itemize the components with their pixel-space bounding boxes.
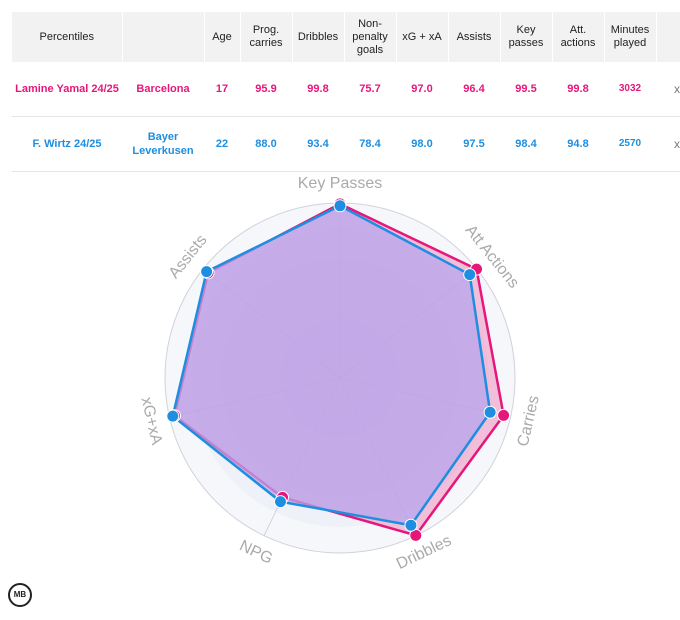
age-value: 22 [204,116,240,172]
header-xg-xa[interactable]: xG + xA [396,12,449,62]
key-passes-value: 99.5 [500,62,552,117]
remove-row-button[interactable]: x [656,116,680,172]
table-header-row: Percentiles Age Prog. carries Dribbles N… [12,12,680,62]
remove-row-button[interactable]: x [656,62,680,117]
data-point-wirtz [463,268,477,282]
header-prog-carries[interactable]: Prog. carries [240,12,293,62]
header-minutes-played[interactable]: Minutes played [604,12,657,62]
header-remove [656,12,680,62]
mb-logo-icon: MB [8,583,32,607]
npg-value: 75.7 [344,62,396,117]
data-point-wirtz [166,409,180,423]
axis-label: NPG [237,537,276,567]
header-team [122,12,205,62]
series-area-wirtz [171,204,492,527]
header-non-penalty-goals[interactable]: Non-penalty goals [344,12,397,62]
minutes-value: 2570 [604,116,656,172]
header-age[interactable]: Age [204,12,241,62]
att-actions-value: 94.8 [552,116,604,172]
carries-value: 88.0 [240,116,292,172]
axis-label: Carries [515,394,543,448]
axis-label: xG+xA [137,396,164,447]
key-passes-value: 98.4 [500,116,552,172]
data-point-wirtz [404,518,418,532]
header-assists[interactable]: Assists [448,12,501,62]
percentiles-table-container: Percentiles Age Prog. carries Dribbles N… [12,12,680,172]
dribbles-value: 93.4 [292,116,344,172]
percentiles-table: Percentiles Age Prog. carries Dribbles N… [12,12,680,172]
att-actions-value: 99.8 [552,62,604,117]
data-point-wirtz [333,199,347,213]
team-name: Bayer Leverkusen [122,116,204,172]
player-name: F. Wirtz 24/25 [12,116,122,172]
data-point-wirtz [200,265,214,279]
minutes-value: 3032 [604,62,656,117]
carries-value: 95.9 [240,62,292,117]
axis-label: Key Passes [298,175,382,192]
xgxa-value: 97.0 [396,62,448,117]
assists-value: 96.4 [448,62,500,117]
data-point-wirtz [483,405,497,419]
team-name: Barcelona [122,62,204,117]
table-row-yamal: Lamine Yamal 24/25 Barcelona 17 95.9 99.… [12,62,680,117]
table-row-wirtz: F. Wirtz 24/25 Bayer Leverkusen 22 88.0 … [12,116,680,172]
assists-value: 97.5 [448,116,500,172]
player-name: Lamine Yamal 24/25 [12,62,122,117]
data-point-yamal [497,408,511,422]
xgxa-value: 98.0 [396,116,448,172]
header-key-passes[interactable]: Key passes [500,12,553,62]
dribbles-value: 99.8 [292,62,344,117]
header-dribbles[interactable]: Dribbles [292,12,345,62]
header-percentiles[interactable]: Percentiles [12,12,123,62]
header-att-actions[interactable]: Att. actions [552,12,605,62]
data-point-wirtz [273,495,287,509]
npg-value: 78.4 [344,116,396,172]
age-value: 17 [204,62,240,117]
